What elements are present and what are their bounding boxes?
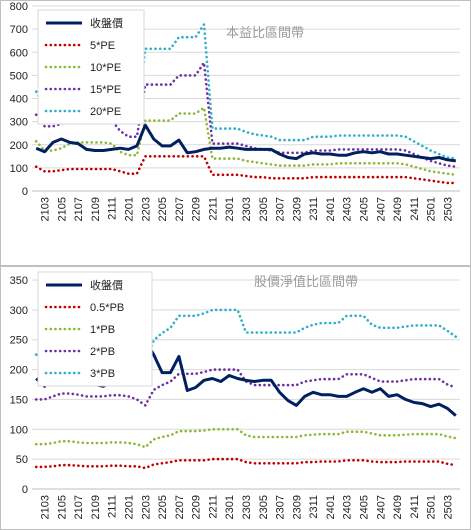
x-tick-label: 2501 (426, 197, 438, 221)
x-tick-label: 2309 (291, 495, 303, 519)
x-tick-label: 2209 (191, 197, 203, 221)
x-tick-label: 2305 (258, 197, 270, 221)
x-tick-label: 2307 (275, 197, 287, 221)
x-tick-label: 2207 (174, 197, 186, 221)
y-tick-label: 250 (10, 335, 28, 347)
legend-label: 0.5*PB (90, 302, 124, 314)
y-tick-label: 200 (10, 140, 28, 152)
legend-label: 10*PE (90, 62, 121, 74)
x-tick-label: 2403 (342, 197, 354, 221)
x-tick-label: 2311 (308, 495, 320, 519)
x-tick-label: 2409 (392, 495, 404, 519)
y-tick-label: 350 (10, 275, 28, 287)
x-tick-label: 2411 (409, 197, 421, 221)
x-tick-label: 2303 (241, 197, 253, 221)
series-line-1 (34, 155, 458, 185)
y-tick-label: 0 (22, 484, 28, 496)
x-tick-label: 2501 (426, 495, 438, 519)
x-tick-label: 2205 (157, 197, 169, 221)
x-tick-label: 2111 (107, 197, 119, 220)
x-tick-label: 2411 (409, 495, 421, 519)
y-tick-label: 300 (10, 305, 28, 317)
x-tick-label: 2201 (124, 495, 136, 519)
x-tick-label: 2205 (157, 495, 169, 519)
pb-band-chart: 0 50 100 150 200 250 300 350 2103 2105 2107 2109 211… (0, 266, 471, 530)
y-tick-label: 50 (16, 454, 28, 466)
x-tick-label: 2409 (392, 197, 404, 221)
legend-label: 1*PB (90, 324, 115, 336)
series-line-2 (34, 106, 458, 177)
x-tick-label: 2301 (224, 197, 236, 221)
x-tick-label: 2103 (40, 197, 52, 221)
x-tick-label: 2211 (207, 495, 219, 519)
x-tick-label: 2401 (325, 197, 337, 221)
y-tick-label: 700 (10, 24, 28, 36)
legend-label: 收盤價 (90, 16, 123, 30)
y-tick-label: 200 (10, 365, 28, 377)
series-line-3 (34, 61, 458, 168)
x-tick-label: 2203 (140, 197, 152, 221)
x-tick-label: 2211 (207, 197, 219, 221)
x-tick-label: 2307 (275, 495, 287, 519)
legend-label: 20*PE (90, 106, 121, 118)
y-tick-label: 300 (10, 117, 28, 129)
y-tick-label: 400 (10, 94, 28, 106)
x-tick-label: 2107 (73, 495, 85, 519)
x-tick-label: 2407 (375, 197, 387, 221)
x-tick-label: 2503 (442, 197, 454, 221)
x-tick-label: 2103 (40, 495, 52, 519)
x-tick-label: 2303 (241, 495, 253, 519)
x-tick-label: 2105 (56, 495, 68, 519)
y-tick-label: 500 (10, 70, 28, 82)
x-tick-label: 2109 (90, 495, 102, 519)
y-tick-label: 150 (10, 394, 28, 406)
legend (37, 271, 153, 387)
series-line-1 (34, 457, 458, 470)
x-tick-label: 2209 (191, 495, 203, 519)
x-tick-label: 2401 (325, 495, 337, 519)
x-tick-label: 2305 (258, 495, 270, 519)
series-line-2 (34, 428, 458, 449)
x-tick-label: 2203 (140, 495, 152, 519)
x-tick-label: 2405 (358, 495, 370, 519)
x-tick-label: 2105 (56, 197, 68, 221)
x-tick-label: 2107 (73, 197, 85, 221)
pe-band-chart: 0 100 200 300 400 500 600 700 800 2103 2105 2107 210… (0, 0, 471, 266)
x-tick-label: 2111 (107, 495, 119, 518)
legend-label: 收盤價 (90, 278, 123, 292)
x-tick-label: 2405 (358, 197, 370, 221)
legend-label: 5*PE (90, 40, 115, 52)
y-tick-label: 0 (22, 186, 28, 198)
x-tick-label: 2309 (291, 197, 303, 221)
x-tick-label: 2301 (224, 495, 236, 519)
x-tick-label: 2311 (308, 197, 320, 221)
x-tick-label: 2201 (124, 197, 136, 221)
y-tick-label: 800 (10, 1, 28, 13)
x-tick-label: 2207 (174, 495, 186, 519)
x-tick-label: 2403 (342, 495, 354, 519)
y-tick-label: 600 (10, 47, 28, 59)
legend (37, 9, 145, 125)
y-tick-label: 100 (10, 163, 28, 175)
legend-label: 2*PB (90, 346, 115, 358)
x-tick-label: 2503 (442, 495, 454, 519)
legend-label: 3*PB (90, 368, 115, 380)
chart-title: 本益比區間帶 (226, 25, 304, 40)
chart-title: 股價淨值比區間帶 (254, 274, 358, 289)
x-tick-label: 2109 (90, 197, 102, 221)
x-tick-label: 2407 (375, 495, 387, 519)
y-tick-label: 100 (10, 424, 28, 436)
series-line-0 (35, 123, 456, 163)
legend-label: 15*PE (90, 84, 121, 96)
